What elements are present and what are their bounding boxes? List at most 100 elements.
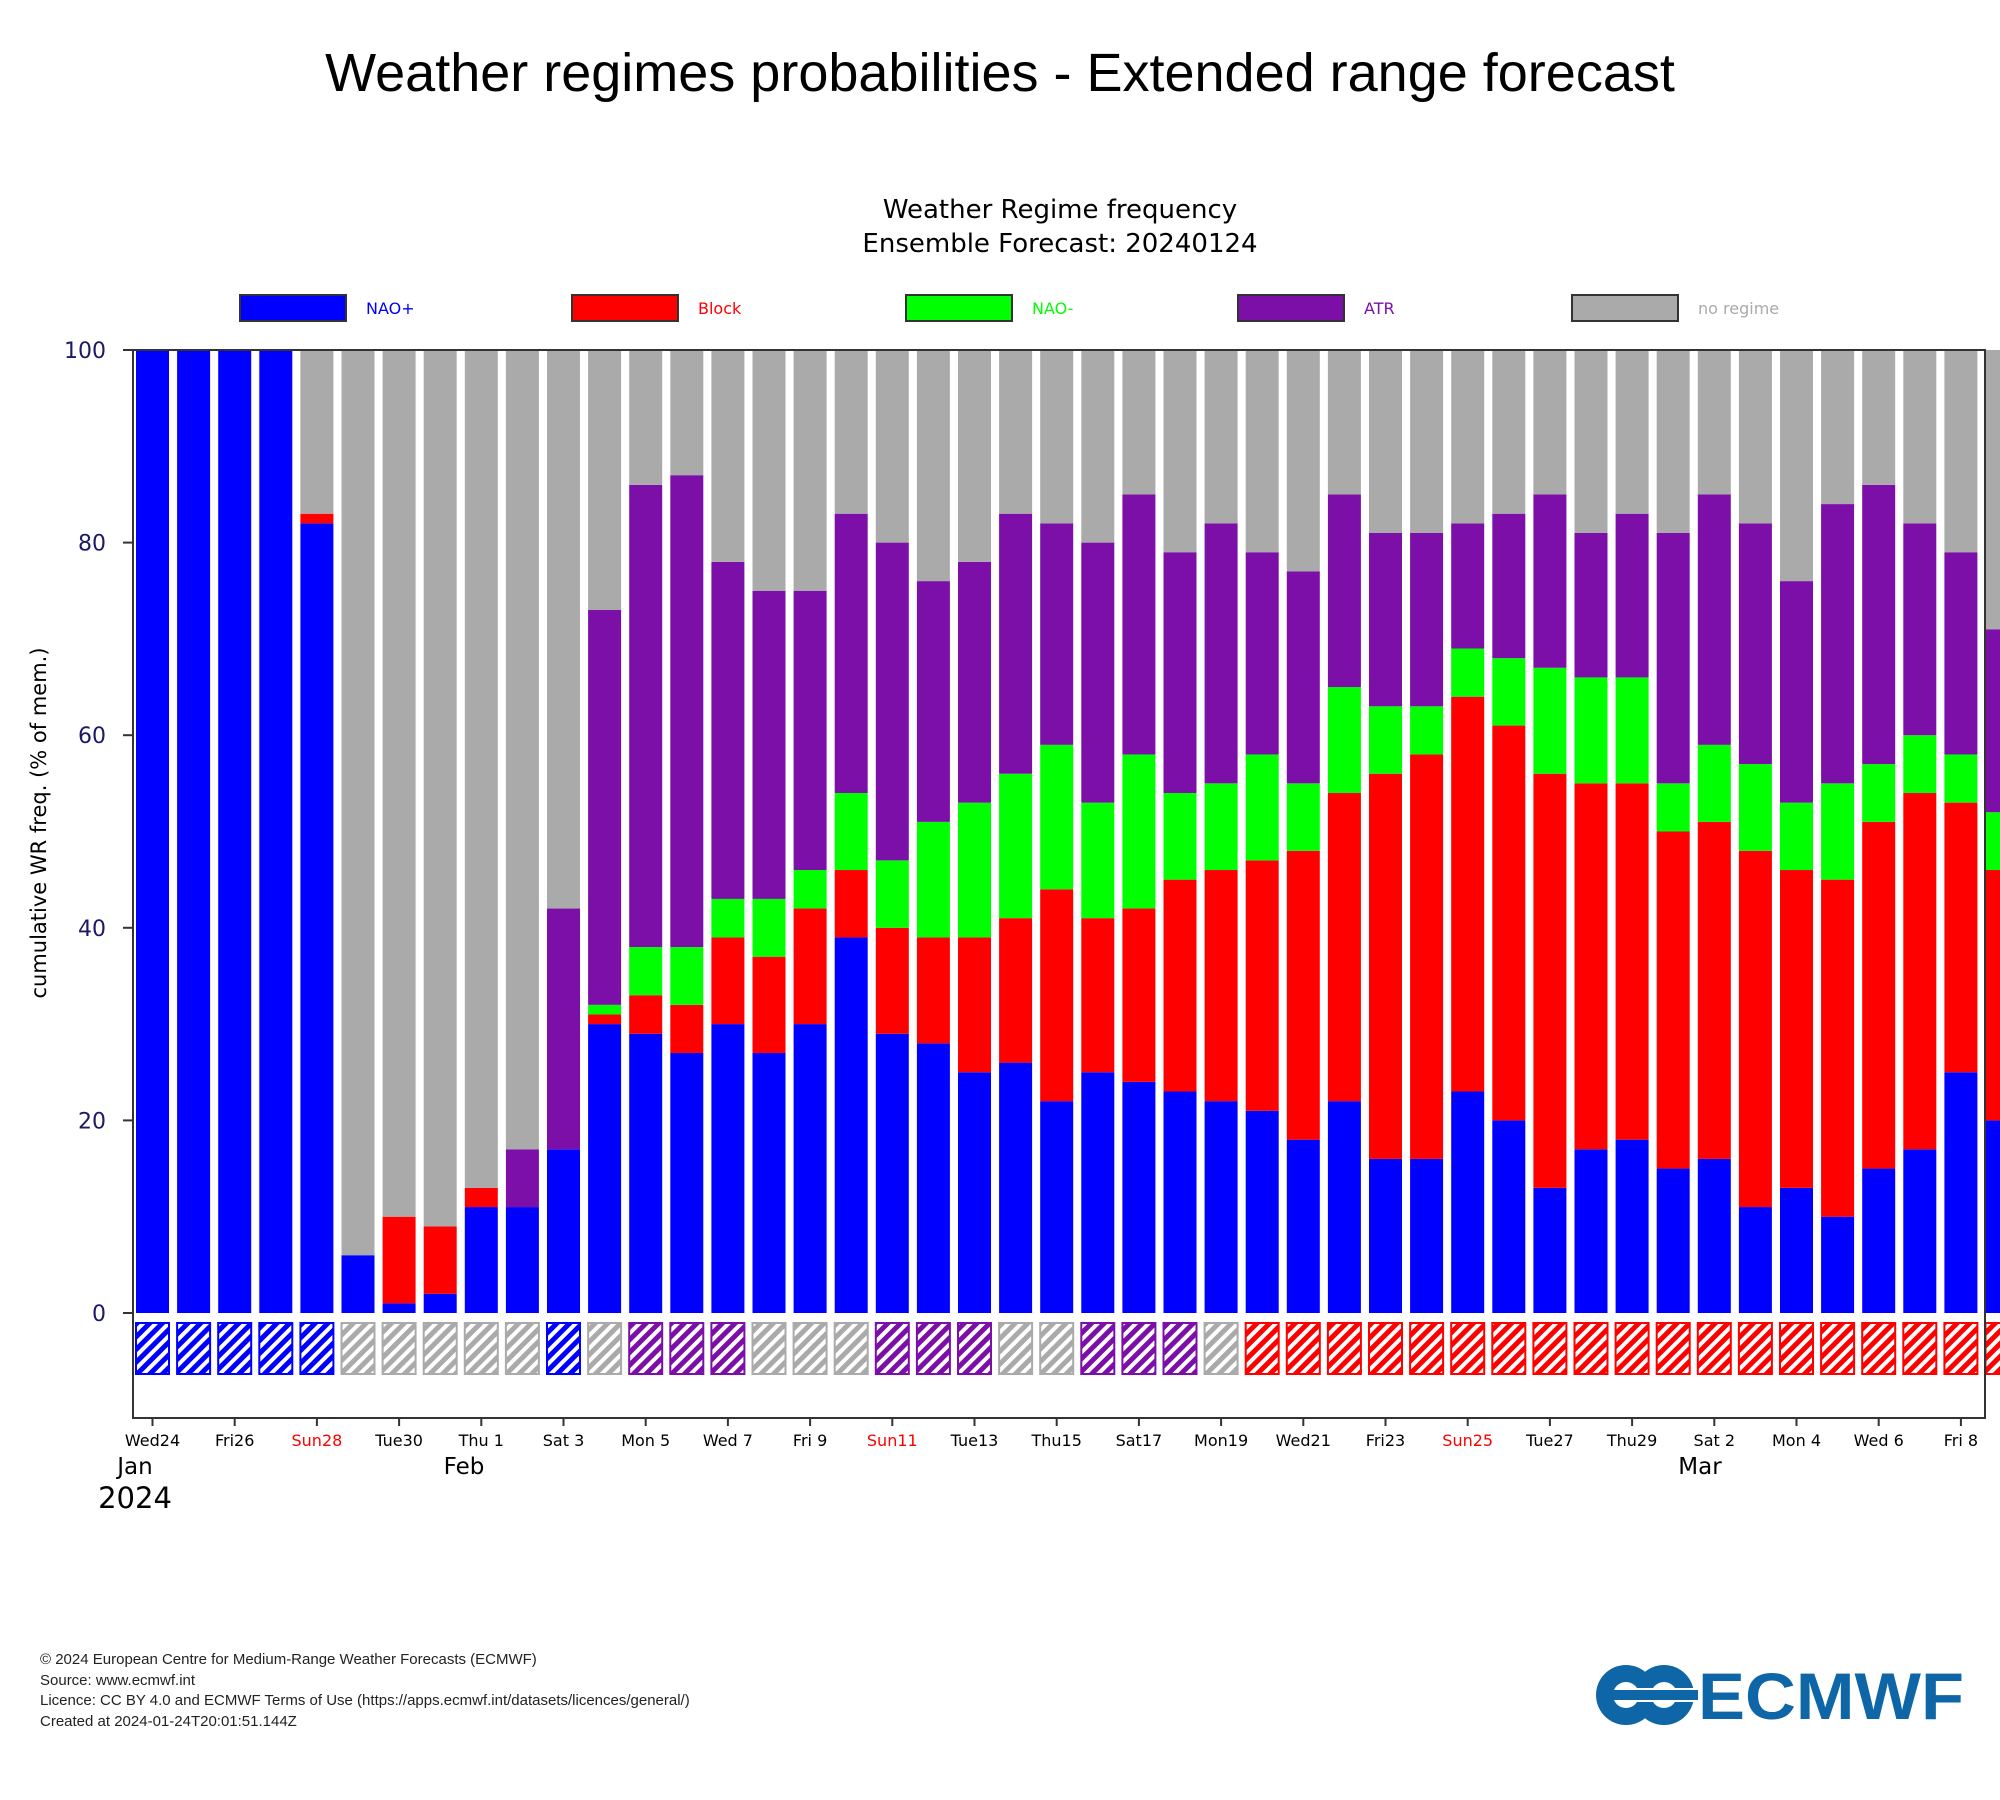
bar-segment-no-regime bbox=[834, 350, 868, 514]
y-axis: 0 20 40 60 80 100 bbox=[64, 339, 133, 1327]
bar-segment-nao-plus bbox=[1369, 1158, 1402, 1313]
bar-segment-atr bbox=[1245, 552, 1279, 755]
bar-segment-nao-minus bbox=[1245, 754, 1279, 861]
bar-segment-nao-plus bbox=[300, 523, 334, 1313]
bar-segment-no-regime bbox=[1040, 350, 1074, 524]
dominant-regime-box bbox=[1737, 1322, 1773, 1375]
bar-segment-nao-minus bbox=[1821, 783, 1855, 880]
bar-segment-nao-plus bbox=[1492, 1120, 1526, 1313]
dominant-regime-box bbox=[957, 1322, 992, 1375]
bar-segment-block bbox=[1574, 783, 1608, 1150]
weather-regime-chart: Weather Regime frequency Ensemble Foreca… bbox=[27, 195, 2000, 1515]
bar-segment-no-regime bbox=[916, 350, 950, 582]
bar-segment-block bbox=[916, 937, 950, 1044]
legend-label-no-regime: no regime bbox=[1698, 299, 1779, 318]
dominant-regime-box bbox=[1121, 1322, 1157, 1375]
bar-segment-atr bbox=[670, 475, 704, 948]
dominant-regime-box bbox=[751, 1322, 787, 1375]
bar-segment-nao-minus bbox=[834, 792, 868, 871]
bar-segment-nao-plus bbox=[1533, 1187, 1567, 1313]
bar-segment-atr bbox=[505, 1149, 539, 1208]
bar-segment-nao-plus bbox=[1081, 1072, 1115, 1313]
bar-segment-nao-plus bbox=[629, 1033, 663, 1313]
legend-label-block: Block bbox=[698, 299, 742, 318]
y-tick-label: 80 bbox=[78, 532, 106, 557]
bar-segment-block bbox=[1081, 918, 1115, 1073]
bars bbox=[136, 350, 2000, 1313]
x-tick-label: Mon19 bbox=[1194, 1431, 1248, 1450]
bar-segment-no-regime bbox=[629, 350, 663, 485]
bar-segment-atr bbox=[1574, 532, 1608, 678]
bar-segment-block bbox=[1780, 870, 1813, 1188]
y-tick-label: 40 bbox=[78, 917, 106, 942]
bar-segment-nao-plus bbox=[1903, 1149, 1937, 1313]
ecmwf-logo: ECMWF bbox=[1596, 1659, 1964, 1733]
dominant-regime-box bbox=[1532, 1322, 1568, 1375]
bar-segment-nao-plus bbox=[916, 1043, 950, 1313]
x-tick-label: Fri 8 bbox=[1944, 1431, 1978, 1450]
bar-segment-no-regime bbox=[464, 350, 498, 1188]
dominant-regime-box bbox=[1409, 1322, 1445, 1375]
bar-segment-no-regime bbox=[999, 350, 1033, 514]
y-tick-label: 100 bbox=[64, 339, 106, 364]
bar-segment-nao-minus bbox=[1985, 812, 2000, 871]
bar-segment-block bbox=[1862, 821, 1896, 1169]
bar-segment-nao-minus bbox=[1533, 667, 1567, 774]
bar-segment-atr bbox=[1697, 494, 1731, 745]
bar-segment-nao-plus bbox=[1985, 1120, 2000, 1313]
dominant-regime-box bbox=[1162, 1322, 1198, 1375]
created-line: Created at 2024-01-24T20:01:51.144Z bbox=[40, 1712, 297, 1730]
bar-segment-no-regime bbox=[1369, 350, 1402, 533]
y-tick-label: 60 bbox=[78, 724, 106, 749]
bar-segment-block bbox=[1985, 870, 2000, 1121]
bar-segment-no-regime bbox=[547, 350, 580, 909]
dominant-regime-box bbox=[587, 1322, 623, 1375]
bar-segment-block bbox=[1122, 908, 1156, 1082]
x-tick-label: Sun11 bbox=[867, 1431, 918, 1450]
bar-segment-block bbox=[1410, 754, 1444, 1159]
chart-legend: NAO+ Block NAO- ATR no regime bbox=[239, 294, 1779, 322]
bar-segment-nao-plus bbox=[999, 1062, 1033, 1313]
bar-segment-atr bbox=[1081, 542, 1115, 803]
bar-segment-nao-plus bbox=[505, 1207, 539, 1313]
bar-segment-block bbox=[875, 927, 909, 1034]
bar-segment-atr bbox=[1944, 552, 1978, 755]
dominant-regime-box bbox=[710, 1322, 746, 1375]
bar-segment-atr bbox=[999, 513, 1033, 774]
bar-segment-atr bbox=[958, 561, 991, 803]
x-tick-label: Wed21 bbox=[1276, 1431, 1331, 1450]
bar-segment-nao-minus bbox=[1615, 677, 1649, 784]
bar-segment-atr bbox=[1122, 494, 1156, 755]
bar-segment-no-regime bbox=[1492, 350, 1526, 514]
dominant-regime-box bbox=[1984, 1322, 2000, 1375]
legend-swatch-atr bbox=[1237, 294, 1345, 322]
dominant-regime-box bbox=[998, 1322, 1034, 1375]
bar-segment-block bbox=[958, 937, 991, 1073]
dominant-regime-box bbox=[1039, 1322, 1075, 1375]
dominant-regime-box bbox=[546, 1322, 581, 1375]
month-label-feb: Feb bbox=[444, 1454, 485, 1480]
bar-segment-block bbox=[711, 937, 745, 1025]
bar-segment-block bbox=[382, 1216, 416, 1304]
bar-segment-nao-plus bbox=[1780, 1187, 1813, 1313]
bar-segment-no-regime bbox=[1697, 350, 1731, 495]
bar-segment-nao-minus bbox=[629, 947, 663, 996]
bar-segment-nao-minus bbox=[588, 1004, 622, 1015]
dominant-regime-box bbox=[1368, 1322, 1403, 1375]
bar-segment-block bbox=[1656, 831, 1690, 1169]
x-tick-label: Sun25 bbox=[1442, 1431, 1493, 1450]
bar-segment-nao-minus bbox=[916, 821, 950, 938]
year-label: 2024 bbox=[98, 1481, 172, 1515]
licence-line: Licence: CC BY 4.0 and ECMWF Terms of Us… bbox=[40, 1692, 690, 1709]
dominant-regime-box bbox=[1614, 1322, 1650, 1375]
bar-segment-block bbox=[1903, 792, 1937, 1150]
bar-segment-block bbox=[1204, 870, 1238, 1102]
bar-segment-block bbox=[793, 908, 827, 1025]
dominant-regime-box bbox=[1655, 1322, 1691, 1375]
bar-segment-nao-plus bbox=[1163, 1091, 1197, 1313]
dominant-regime-box bbox=[217, 1322, 253, 1375]
bar-segment-nao-minus bbox=[1738, 764, 1772, 851]
bar-segment-atr bbox=[1204, 523, 1238, 784]
bar-segment-block bbox=[423, 1226, 457, 1294]
bar-segment-nao-minus bbox=[1574, 677, 1608, 784]
